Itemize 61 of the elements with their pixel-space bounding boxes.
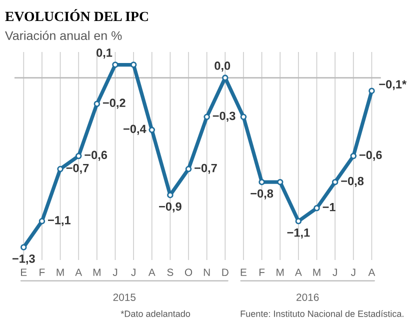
x-tick-label: D <box>222 268 228 276</box>
x-tick-label: J <box>131 268 136 276</box>
point <box>368 88 375 94</box>
point <box>204 114 210 120</box>
data-label: −1 <box>322 203 336 212</box>
x-tick-label: F <box>259 268 265 276</box>
x-tick-label: A <box>368 268 376 276</box>
x-tick-label: A <box>75 268 82 276</box>
data-label: −0,3 <box>212 112 236 122</box>
x-tick-label: O <box>184 268 192 276</box>
x-tick-label: M <box>56 268 64 276</box>
point <box>350 152 357 160</box>
data-label: −0,2 <box>102 98 126 109</box>
source-note: Fuente: Instituto Nacional de Estadística. <box>240 310 404 317</box>
x-tick-label: A <box>294 268 302 276</box>
chart-title: EVOLUCIÓN DEL IPC <box>5 9 148 22</box>
data-label: 0,0 <box>214 62 230 72</box>
x-tick-label: F <box>40 268 45 276</box>
data-label: −1,1 <box>287 228 310 238</box>
point <box>38 218 46 224</box>
point <box>295 218 302 224</box>
text: 2016 <box>296 294 319 301</box>
x-tick-label: E <box>240 268 247 276</box>
x-tick-label: E <box>21 268 27 276</box>
data-label: −0,8 <box>341 176 364 187</box>
point <box>148 126 156 134</box>
point <box>75 152 82 160</box>
point <box>258 178 265 186</box>
x-tick-label: M <box>276 268 284 276</box>
data-label: −0,9 <box>159 202 182 212</box>
text: 2015 <box>113 294 136 301</box>
data-label: −0,7 <box>194 164 217 174</box>
x-tick-label: M <box>93 268 100 276</box>
data-label: −1,3 <box>12 254 35 265</box>
point <box>94 100 100 107</box>
data-label: 0,1 <box>96 48 112 59</box>
point <box>130 62 137 68</box>
data-label: −0,8 <box>250 189 274 200</box>
data-label: −1,1 <box>48 216 70 226</box>
point <box>314 205 320 212</box>
point <box>276 178 284 186</box>
x-tick-label: J <box>350 268 356 276</box>
x-tick-label: J <box>332 268 337 276</box>
data-label: −0,4 <box>124 124 146 135</box>
x-tick-label: S <box>167 268 174 276</box>
text: *Dato adelantado <box>120 310 190 317</box>
data-label: −0,1* <box>379 80 407 90</box>
x-tick-label: M <box>313 268 320 276</box>
chart-subtitle: Variación anual en % <box>5 30 122 40</box>
point <box>57 166 64 172</box>
x-tick-label: A <box>148 268 156 276</box>
point <box>185 166 192 172</box>
point <box>240 114 247 120</box>
data-label: −0,7 <box>66 164 89 174</box>
x-tick-label: J <box>112 268 118 276</box>
point <box>20 244 27 250</box>
data-label: −0,6 <box>359 150 382 161</box>
point <box>112 62 118 68</box>
data-label: −0,6 <box>84 150 108 161</box>
point <box>332 178 338 186</box>
x-tick-label: N <box>204 268 210 276</box>
